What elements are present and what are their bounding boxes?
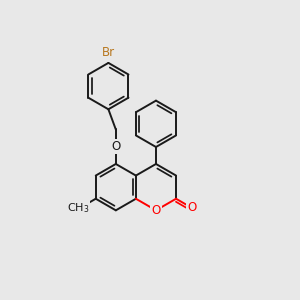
Text: Br: Br	[102, 46, 115, 59]
Text: O: O	[151, 204, 160, 217]
Text: O: O	[111, 140, 120, 153]
Text: CH$_3$: CH$_3$	[67, 201, 89, 215]
Text: O: O	[188, 202, 196, 214]
